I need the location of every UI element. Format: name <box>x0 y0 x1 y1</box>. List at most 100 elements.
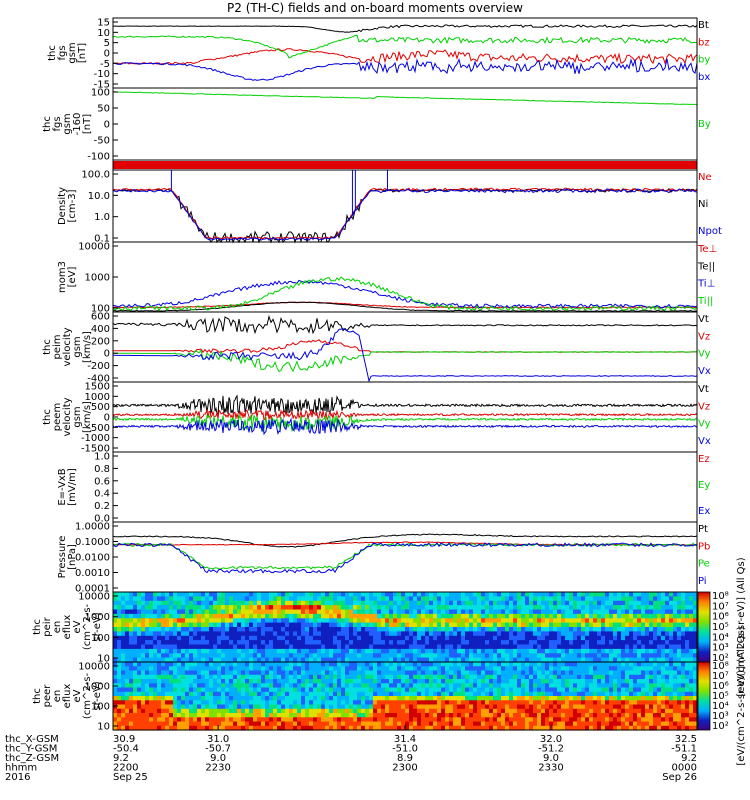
spectrogram-cell <box>265 622 270 628</box>
spectrogram-cell <box>581 627 586 632</box>
spectrogram-cell <box>597 666 602 672</box>
spectrogram-cell <box>673 704 678 710</box>
spectrogram-cell <box>177 631 182 637</box>
spectrogram-cell <box>129 605 134 611</box>
spectrogram-cell <box>561 717 566 723</box>
spectrogram-cell <box>557 691 562 697</box>
spectrogram-cell <box>117 725 122 731</box>
spectrogram-cell <box>589 725 594 731</box>
spectrogram-cell <box>405 713 410 718</box>
spectrogram-cell <box>293 600 298 606</box>
spectrogram-cell <box>125 662 130 667</box>
spectrogram-cell <box>553 605 558 611</box>
spectrogram-cell <box>281 662 286 667</box>
spectrogram-cell <box>153 725 158 731</box>
spectrogram-cell <box>201 704 206 710</box>
spectrogram-cell <box>309 635 314 641</box>
spectrogram-cell <box>629 679 634 684</box>
spectrogram-cell <box>513 670 518 676</box>
spectrogram-cell <box>349 631 354 637</box>
spectrogram-cell <box>617 596 622 602</box>
spectrogram-cell <box>525 670 530 676</box>
spectrogram-cell <box>645 653 650 659</box>
spectrogram-cell <box>425 717 430 723</box>
spectrogram-cell <box>545 618 550 624</box>
spectrogram-cell <box>129 622 134 628</box>
spectrogram-cell <box>201 635 206 641</box>
spectrogram-cell <box>421 640 426 646</box>
spectrogram-cell <box>265 653 270 659</box>
spectrogram-cell <box>157 666 162 672</box>
spectrogram-cell <box>509 666 514 672</box>
spectrogram-cell <box>405 666 410 672</box>
spectrogram-cell <box>305 609 310 615</box>
spectrogram-cell <box>237 674 242 680</box>
spectrogram-cell <box>137 713 142 718</box>
spectrogram-cell <box>365 592 370 597</box>
spectrogram-cell <box>289 700 294 706</box>
y-tick-label: 0 <box>104 349 110 360</box>
spectrogram-cell <box>557 666 562 672</box>
spectrogram-cell <box>213 640 218 646</box>
spectrogram-cell <box>113 679 118 684</box>
spectrogram-cell <box>465 631 470 637</box>
spectrogram-cell <box>149 627 154 632</box>
spectrogram-cell <box>269 613 274 619</box>
spectrogram-cell <box>433 605 438 611</box>
spectrogram-cell <box>433 600 438 606</box>
spectrogram-cell <box>653 618 658 624</box>
spectrogram-cell <box>237 713 242 718</box>
spectrogram-cell <box>469 648 474 654</box>
spectrogram-cell <box>321 670 326 676</box>
spectrogram-cell <box>221 683 226 689</box>
spectrogram-cell <box>117 696 122 701</box>
spectrogram-cell <box>305 691 310 697</box>
electron-cells <box>113 662 698 731</box>
spectrogram-cell <box>421 609 426 615</box>
spectrogram-cell <box>301 644 306 650</box>
spectrogram-cell <box>353 704 358 710</box>
spectrogram-cell <box>561 613 566 619</box>
x-row-value: Sep 25 <box>113 772 148 783</box>
spectrogram-cell <box>533 627 538 632</box>
colorbar-tick: 10⁴ <box>712 701 729 712</box>
spectrogram-cell <box>449 683 454 689</box>
spectrogram-cell <box>589 631 594 637</box>
y-tick-label: 10000 <box>78 662 110 673</box>
spectrogram-cell <box>297 721 302 727</box>
spectrogram-cell <box>261 717 266 723</box>
spectrogram-cell <box>213 605 218 611</box>
spectrogram-cell <box>225 717 230 723</box>
spectrogram-cell <box>237 635 242 641</box>
spectrogram-cell <box>377 609 382 615</box>
colorbar-tick: 10⁶ <box>712 681 729 692</box>
spectrogram-cell <box>493 613 498 619</box>
spectrogram-cell <box>293 717 298 723</box>
spectrogram-cell <box>433 704 438 710</box>
spectrogram-cell <box>217 648 222 654</box>
spectrogram-cell <box>425 700 430 706</box>
spectrogram-cell <box>221 662 226 667</box>
spectrogram-cell <box>137 700 142 706</box>
spectrogram-cell <box>437 670 442 676</box>
spectrogram-cell <box>225 666 230 672</box>
spectrogram-cell <box>289 683 294 689</box>
spectrogram-cell <box>213 696 218 701</box>
spectrogram-cell <box>541 725 546 731</box>
spectrogram-cell <box>569 725 574 731</box>
spectrogram-cell <box>413 725 418 731</box>
spectrogram-cell <box>493 700 498 706</box>
y-axis-label: [nT] <box>77 43 88 63</box>
spectrogram-cell <box>193 635 198 641</box>
spectrogram-cell <box>505 613 510 619</box>
spectrogram-cell <box>657 721 662 727</box>
spectrogram-cell <box>677 717 682 723</box>
y-tick-label: 1000 <box>85 682 110 693</box>
spectrogram-cell <box>621 725 626 731</box>
spectrogram-cell <box>617 592 622 597</box>
legend-te-label: Te|| <box>697 261 715 272</box>
spectrogram-cell <box>493 696 498 701</box>
spectrogram-cell <box>317 683 322 689</box>
spectrogram-cell <box>621 644 626 650</box>
spectrogram-cell <box>469 670 474 676</box>
